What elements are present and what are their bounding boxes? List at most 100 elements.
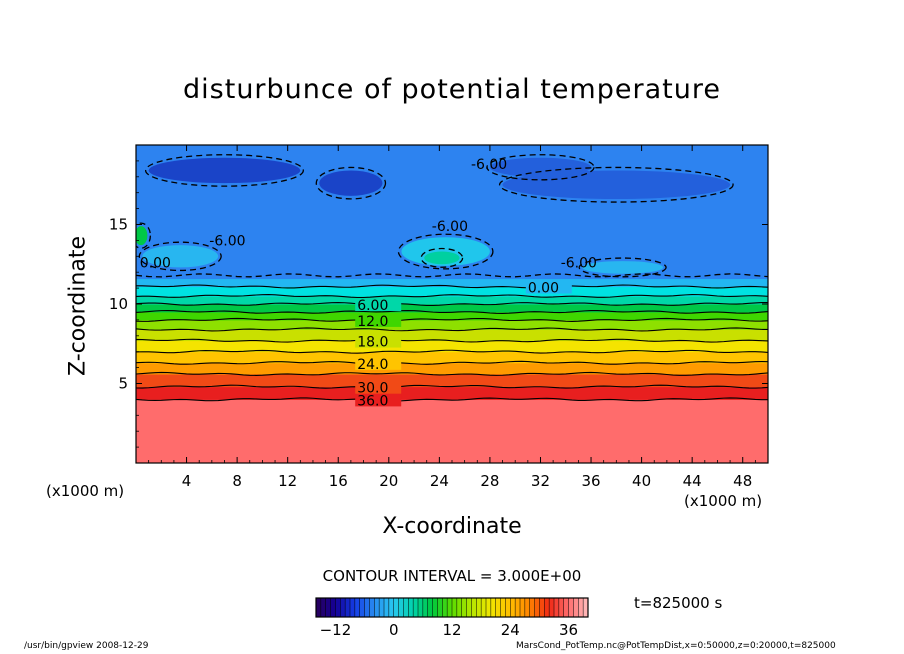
contour-line-9 xyxy=(136,302,768,307)
colorbar-cell xyxy=(384,598,390,617)
colorbar-cell xyxy=(481,598,487,617)
contour-line-10 xyxy=(136,294,768,299)
x-tick-label-3: 16 xyxy=(329,472,348,490)
colorbar-cell xyxy=(544,598,550,617)
x-axis-label: X-coordinate xyxy=(382,514,522,539)
colorbar-cell xyxy=(364,598,370,617)
colorbar-cell xyxy=(505,598,511,617)
upper-contour-label-3: -6.00 xyxy=(471,157,507,173)
x-tick-label-2: 12 xyxy=(278,472,297,490)
patch-contour-5 xyxy=(397,233,494,270)
x-unit-label-left: (x1000 m) xyxy=(46,482,125,500)
colorbar-cell xyxy=(515,598,521,617)
colorbar-cell xyxy=(340,598,346,617)
colorbar-cell xyxy=(408,598,414,617)
x-tick-label-11: 48 xyxy=(733,472,752,490)
contour-label-9: 6.00 xyxy=(357,298,388,314)
contour-label-bg-7 xyxy=(355,312,402,327)
upper-contour-label-0: -6.00 xyxy=(209,233,245,249)
colorbar-cell xyxy=(374,598,380,617)
colorbar-cell xyxy=(534,598,540,617)
colorbar-cell xyxy=(379,598,385,617)
dashed-contour-0 xyxy=(136,273,768,278)
contour-line-0 xyxy=(136,397,768,402)
contour-label-bg-9 xyxy=(355,297,402,311)
warm-patch-4 xyxy=(136,226,148,246)
contour-label-0: 36.0 xyxy=(357,393,388,409)
colorbar-cell xyxy=(568,598,574,617)
contour-label-11: 0.00 xyxy=(528,281,559,297)
x-tick-label-8: 36 xyxy=(581,472,600,490)
x-tick-label-4: 20 xyxy=(379,472,398,490)
colorbar-cell xyxy=(452,598,458,617)
colorbar-cell xyxy=(500,598,506,617)
colorbar-cell xyxy=(369,598,375,617)
colorbar-cell xyxy=(442,598,448,617)
contour-label-5: 18.0 xyxy=(357,335,388,351)
contour-label-3: 24.0 xyxy=(357,357,388,373)
plot-area: 36.030.024.018.012.06.000.00-6.000.00-6.… xyxy=(136,145,768,463)
patch-contour-7 xyxy=(578,257,667,278)
colorbar-cell xyxy=(354,598,361,617)
band-7 xyxy=(136,319,768,330)
contour-line-6 xyxy=(136,327,768,332)
colorbar-cell xyxy=(529,598,535,617)
colorbar-cell xyxy=(520,598,526,617)
contour-interval-label: CONTOUR INTERVAL = 3.000E+00 xyxy=(322,567,582,585)
colorbar-cell xyxy=(432,598,438,617)
colorbar-cell xyxy=(466,598,472,617)
colorbar: −12 0 12 24 36 xyxy=(315,597,589,639)
colorbar-cell xyxy=(524,598,531,617)
colorbar-tick-label-2: 12 xyxy=(442,621,461,639)
upper-contour-label-1: 0.00 xyxy=(140,256,171,272)
x-tick-label-6: 28 xyxy=(480,472,499,490)
band-10 xyxy=(136,296,768,305)
band-6 xyxy=(136,329,768,342)
y-tick-label-1: 10 xyxy=(109,295,128,313)
contour-line-11 xyxy=(136,284,768,289)
colorbar-cell xyxy=(486,598,492,617)
colorbar-cell xyxy=(325,598,331,617)
x-unit-label-right: (x1000 m) xyxy=(684,492,763,510)
band-12 xyxy=(136,278,768,288)
patch-contour-3 xyxy=(486,154,595,181)
band-5 xyxy=(136,340,768,353)
colorbar-cell xyxy=(495,598,501,617)
contour-line-3 xyxy=(136,360,768,365)
colorbar-cell xyxy=(558,598,565,617)
contour-label-bg-1 xyxy=(355,379,402,394)
colorbar-tick-label-0: −12 xyxy=(320,621,352,639)
contour-line-2 xyxy=(136,371,768,376)
colorbar-cell xyxy=(398,598,404,617)
colorbar-cell xyxy=(490,598,497,617)
band-3 xyxy=(136,362,768,375)
colorbar-cell xyxy=(510,598,516,617)
warm-patch-1 xyxy=(401,237,490,266)
y-tick-label-0: 5 xyxy=(118,375,128,393)
x-tick-label-0: 4 xyxy=(182,472,192,490)
x-tick-label-9: 40 xyxy=(632,472,651,490)
patch-contour-0 xyxy=(144,154,304,187)
colorbar-frame xyxy=(315,597,589,618)
colorbar-tick-label-4: 36 xyxy=(559,621,578,639)
x-tick-label-1: 8 xyxy=(232,472,242,490)
time-label: t=825000 s xyxy=(634,594,723,612)
contour-line-7 xyxy=(136,317,768,322)
colorbar-cell xyxy=(573,598,579,617)
colorbar-cell xyxy=(539,598,545,617)
chart-title: disturbunce of potential temperature xyxy=(183,74,721,105)
upper-contour-label-2: -6.00 xyxy=(432,219,468,235)
colorbar-cell xyxy=(427,598,433,617)
colorbar-cell xyxy=(320,598,327,617)
colorbar-cell xyxy=(583,598,589,617)
colorbar-cell xyxy=(393,598,399,617)
colorbar-cell xyxy=(388,598,395,617)
band-8 xyxy=(136,311,768,321)
x-tick-label-5: 24 xyxy=(430,472,449,490)
colorbar-cell xyxy=(471,598,477,617)
warm-patch-0 xyxy=(142,245,219,268)
cold-patch-2 xyxy=(502,170,731,200)
colorbar-tick-label-3: 24 xyxy=(501,621,520,639)
